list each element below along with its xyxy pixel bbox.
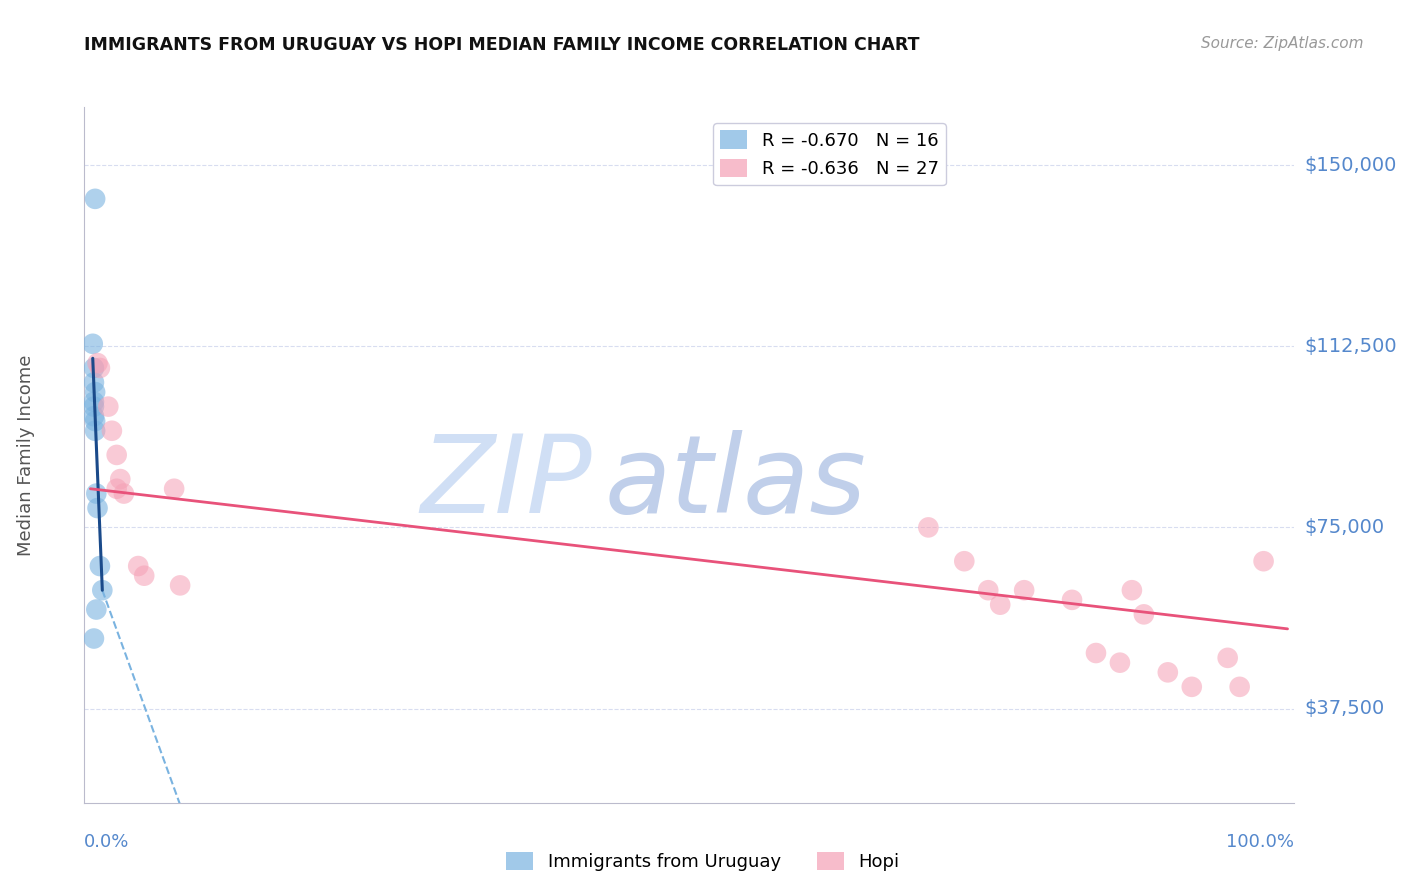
Point bbox=[1216, 651, 1239, 665]
Text: 100.0%: 100.0% bbox=[1226, 833, 1294, 851]
Point bbox=[84, 424, 107, 438]
Point bbox=[1085, 646, 1108, 660]
Text: $75,000: $75,000 bbox=[1305, 518, 1385, 537]
Text: atlas: atlas bbox=[605, 430, 866, 535]
Point bbox=[84, 192, 107, 206]
Point bbox=[83, 361, 105, 376]
Legend: R = -0.670   N = 16, R = -0.636   N = 27: R = -0.670 N = 16, R = -0.636 N = 27 bbox=[713, 123, 946, 186]
Point bbox=[83, 409, 105, 424]
Point bbox=[110, 472, 132, 486]
Point bbox=[127, 559, 149, 574]
Point bbox=[1181, 680, 1204, 694]
Point bbox=[1060, 592, 1083, 607]
Point bbox=[83, 394, 105, 409]
Point bbox=[1253, 554, 1275, 568]
Point bbox=[86, 356, 108, 370]
Text: $112,500: $112,500 bbox=[1305, 336, 1398, 356]
Point bbox=[169, 578, 191, 592]
Point bbox=[89, 559, 111, 574]
Point bbox=[83, 376, 105, 390]
Point bbox=[953, 554, 976, 568]
Point bbox=[163, 482, 186, 496]
Text: IMMIGRANTS FROM URUGUAY VS HOPI MEDIAN FAMILY INCOME CORRELATION CHART: IMMIGRANTS FROM URUGUAY VS HOPI MEDIAN F… bbox=[84, 36, 920, 54]
Point bbox=[105, 448, 128, 462]
Point bbox=[917, 520, 939, 534]
Text: Median Family Income: Median Family Income bbox=[17, 354, 35, 556]
Point bbox=[1229, 680, 1251, 694]
Point bbox=[84, 385, 107, 400]
Point bbox=[86, 486, 108, 500]
Point bbox=[1157, 665, 1180, 680]
Text: 0.0%: 0.0% bbox=[84, 833, 129, 851]
Text: Source: ZipAtlas.com: Source: ZipAtlas.com bbox=[1201, 36, 1364, 51]
Point bbox=[1133, 607, 1156, 622]
Point bbox=[83, 400, 105, 414]
Point bbox=[1012, 583, 1035, 598]
Point bbox=[89, 361, 111, 376]
Point bbox=[105, 482, 128, 496]
Text: $37,500: $37,500 bbox=[1305, 699, 1385, 718]
Legend: Immigrants from Uruguay, Hopi: Immigrants from Uruguay, Hopi bbox=[499, 845, 907, 879]
Point bbox=[86, 501, 108, 516]
Point bbox=[84, 414, 107, 428]
Point bbox=[91, 583, 114, 598]
Point bbox=[97, 400, 120, 414]
Point bbox=[1121, 583, 1143, 598]
Text: $150,000: $150,000 bbox=[1305, 155, 1398, 175]
Point bbox=[101, 424, 124, 438]
Point bbox=[83, 632, 105, 646]
Point bbox=[977, 583, 1000, 598]
Point bbox=[988, 598, 1011, 612]
Point bbox=[86, 602, 108, 616]
Point bbox=[134, 568, 156, 582]
Point bbox=[82, 336, 104, 351]
Point bbox=[112, 486, 135, 500]
Text: ZIP: ZIP bbox=[420, 430, 592, 535]
Point bbox=[1109, 656, 1132, 670]
